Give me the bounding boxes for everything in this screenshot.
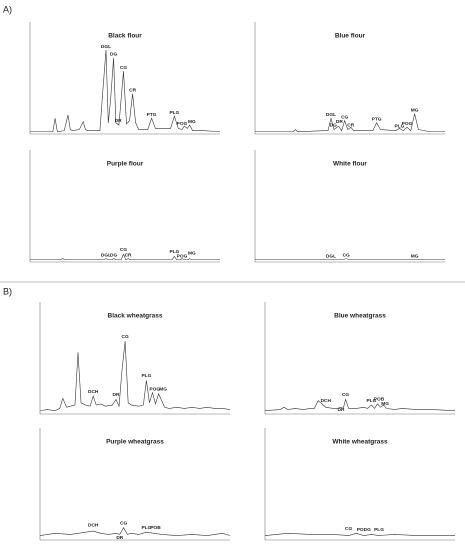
peak-label: PODG <box>357 527 371 533</box>
peak-label: PLG <box>374 527 384 533</box>
section-label: B) <box>3 286 12 296</box>
peak-label: DR <box>113 392 120 398</box>
peak-label: POB <box>150 525 161 531</box>
peak-label: DGL <box>326 112 336 118</box>
peak-label: POB <box>374 397 385 403</box>
panel-title: Purple wheatgrass <box>106 439 164 446</box>
trace <box>30 49 221 133</box>
peak-label: DGL <box>101 44 111 50</box>
panel-title: White flour <box>333 161 367 168</box>
peak-label: CG <box>120 65 127 71</box>
peak-label: PLG <box>366 398 376 404</box>
peak-label: DCH <box>321 398 332 404</box>
peak-label: MG <box>188 250 196 256</box>
peak-label: DGL <box>101 253 111 259</box>
panel-title: Blue wheatgrass <box>334 313 386 320</box>
peak-label: PLG <box>141 373 151 379</box>
trace <box>255 113 445 133</box>
panel-title: Black flour <box>108 33 142 40</box>
peak-label: POG <box>402 121 413 127</box>
panel-title: White wheatgrass <box>332 439 388 446</box>
panel-title: Blue flour <box>335 33 366 40</box>
trace <box>30 253 220 261</box>
peak-label: DR <box>115 118 122 124</box>
peak-label: CR <box>347 122 354 128</box>
peak-label: CG <box>345 526 352 532</box>
peak-label: CG <box>120 520 127 526</box>
peak-label: DR <box>116 535 123 541</box>
peak-label: CG <box>122 334 129 340</box>
panel-title: Purple flour <box>107 161 144 168</box>
section-label: A) <box>3 4 12 14</box>
peak-label: CR <box>125 253 132 259</box>
panel-title: Black wheatgrass <box>108 313 163 320</box>
peak-label: DR <box>338 407 345 413</box>
trace <box>264 532 455 536</box>
peak-label: MG <box>159 387 167 393</box>
peak-label: PTG <box>372 117 382 123</box>
peak-label: POG <box>177 121 188 127</box>
peak-label: PTG <box>147 112 157 118</box>
trace <box>39 527 231 536</box>
peak-label: DCH <box>88 523 99 529</box>
peak-label: MG <box>381 401 389 407</box>
peak-label: DG <box>330 122 337 128</box>
peak-label: MG <box>411 108 419 114</box>
peak-label: PLG <box>169 110 179 116</box>
trace <box>255 258 445 261</box>
peak-label: DR <box>336 119 343 125</box>
peak-label: POG <box>149 387 160 393</box>
peak-label: DCH <box>88 389 99 395</box>
peak-label: MG <box>188 119 196 125</box>
peak-label: DGL <box>326 254 336 260</box>
peak-label: CG <box>342 392 349 398</box>
trace <box>39 341 231 411</box>
peak-label: PLG <box>169 249 179 255</box>
trace <box>264 398 456 411</box>
peak-label: DG <box>110 52 117 58</box>
peak-label: CR <box>129 88 136 94</box>
peak-label: POG <box>177 254 188 260</box>
peak-label: CG <box>341 114 348 120</box>
peak-label: CG <box>120 247 127 253</box>
peak-label: DG <box>110 253 117 259</box>
peak-label: PLG <box>141 525 151 531</box>
peak-label: CG <box>343 253 350 259</box>
peak-label: PLG <box>394 123 404 129</box>
peak-label: MG <box>411 254 419 260</box>
